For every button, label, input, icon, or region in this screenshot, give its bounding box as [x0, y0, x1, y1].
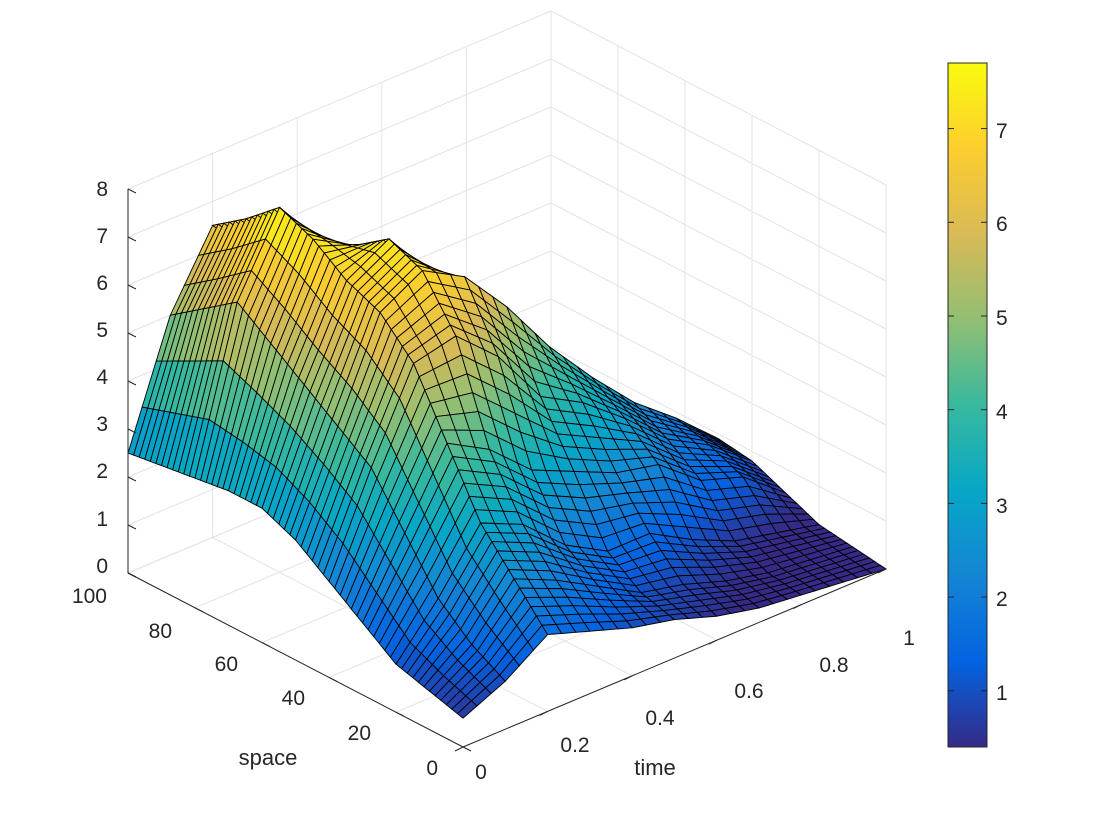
time-tick-labels: 0 0.2 0.4 0.6 0.8 1 [475, 627, 915, 784]
x-tick-mark [708, 639, 718, 645]
axes-frame [127, 188, 887, 752]
time-axis-line [462, 568, 887, 748]
z-tick-label: 0 [96, 555, 108, 578]
x-tick-label: 1 [903, 627, 915, 650]
y-tick-mark [194, 607, 204, 613]
colorbar-tick-label: 7 [996, 120, 1008, 143]
x-tick-mark [877, 568, 887, 574]
grid-line [550, 58, 887, 234]
grid-line [127, 10, 552, 190]
y-tick-mark [328, 676, 338, 682]
z-tick-mark [127, 332, 137, 338]
z-tick-mark [127, 524, 137, 530]
z-tick-label: 6 [96, 272, 108, 295]
x-tick-mark [623, 675, 633, 681]
grid-line [550, 298, 887, 474]
x-tick-label: 0 [475, 761, 487, 784]
grid-line [127, 58, 552, 238]
surface-patch [865, 564, 888, 574]
x-tick-label: 0.2 [560, 734, 589, 757]
grid-line [550, 346, 887, 522]
z-tick-mark [127, 428, 137, 434]
x-axis-label: time [634, 755, 676, 780]
z-tick-label: 4 [96, 366, 108, 389]
z-tick-mark [127, 188, 137, 194]
x-tick-mark [793, 604, 802, 610]
y-tick-mark [462, 746, 472, 752]
z-tick-label: 3 [96, 413, 108, 436]
colorbar-tick-label: 2 [996, 588, 1008, 611]
grid-line [550, 154, 887, 330]
x-tick-label: 0.6 [734, 680, 763, 703]
colorbar-tick-label: 5 [996, 307, 1008, 330]
y-tick-mark [261, 642, 271, 648]
colorbar [947, 62, 988, 748]
grid-line [550, 202, 887, 378]
grid-line [550, 250, 887, 426]
colorbar-tick-label: 6 [996, 213, 1008, 236]
x-tick-label: 0.8 [819, 654, 848, 677]
colorbar-tick-label: 3 [996, 495, 1008, 518]
colorbar-tick-label: 1 [996, 682, 1008, 705]
z-tick-label: 7 [96, 225, 108, 248]
x-tick-mark [454, 746, 464, 752]
y-tick-label: 100 [72, 585, 107, 608]
colorbar-ticks [948, 128, 987, 692]
y-tick-mark [395, 711, 405, 717]
y-axis-label: space [239, 745, 298, 770]
x-tick-label: 0.4 [645, 707, 675, 730]
colorbar-gradient [947, 62, 988, 748]
z-tick-label: 8 [96, 178, 108, 201]
grid-line [550, 10, 887, 186]
colorbar-tick-label: 4 [996, 401, 1008, 424]
surface-mesh [127, 206, 888, 719]
colorbar-tick-labels: 1 2 3 4 5 6 7 [996, 120, 1008, 705]
z-tick-label: 2 [96, 460, 108, 483]
z-tick-mark [127, 572, 137, 578]
z-tick-mark [127, 284, 137, 290]
y-tick-label: 60 [215, 653, 238, 676]
space-tick-labels: 0 20 40 60 80 100 [72, 585, 438, 780]
z-tick-mark [127, 236, 137, 242]
z-tick-labels: 0 1 2 3 4 5 6 7 8 [96, 178, 108, 578]
grid-line [550, 106, 887, 282]
space-axis-line [127, 572, 464, 748]
y-tick-label: 40 [282, 687, 305, 710]
y-tick-label: 80 [149, 620, 172, 643]
z-tick-label: 1 [96, 508, 108, 531]
z-tick-mark [127, 476, 137, 482]
z-tick-mark [127, 380, 137, 386]
y-tick-label: 20 [348, 722, 371, 745]
y-tick-label: 0 [426, 757, 438, 780]
x-tick-mark [539, 710, 548, 716]
z-tick-label: 5 [96, 319, 108, 342]
